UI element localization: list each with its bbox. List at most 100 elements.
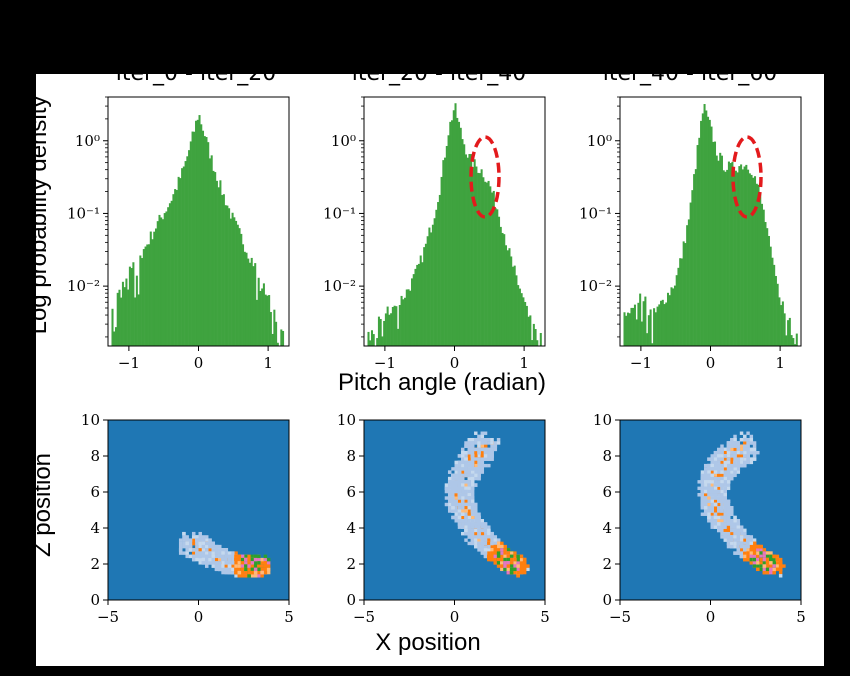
heatmap-cell [697, 480, 701, 484]
heatmap-cell [195, 535, 199, 539]
heatmap-cell [717, 470, 721, 474]
heatmap-cell [733, 528, 737, 533]
heatmap-cell [464, 512, 468, 516]
histogram-bar [414, 268, 417, 346]
heatmap-cell [500, 551, 504, 555]
heatmap-cell [457, 460, 462, 465]
heatmap-cell [237, 570, 242, 575]
heatmap-cell [516, 570, 520, 575]
heatmap-cell [234, 564, 238, 568]
histogram-bar [224, 205, 227, 346]
y-label-bottom: Z position [29, 453, 56, 557]
x-tick-label: −5 [97, 608, 119, 626]
heatmap-cell [496, 557, 501, 562]
heatmap-cell [218, 567, 222, 572]
heatmap-cell [500, 554, 504, 559]
heatmap-cell [707, 476, 711, 481]
histogram-bar [222, 194, 225, 346]
heatmap-cell [723, 502, 727, 507]
heatmap-cell [260, 557, 264, 562]
heatmap-cell [720, 512, 724, 516]
heatmap-cell [720, 486, 724, 491]
heatmap-cell [707, 489, 711, 494]
heatmap-cell [490, 454, 494, 458]
heatmap-cell [493, 447, 498, 452]
heatmap-cell [470, 483, 475, 487]
heatmap-cell [746, 551, 750, 555]
heatmap-cell [214, 561, 219, 565]
heatmap-cell [224, 570, 229, 575]
heatmap-cell [451, 480, 455, 484]
heatmap-cell [467, 506, 471, 510]
heatmap-cell [726, 457, 731, 461]
heatmap-cell [487, 450, 491, 455]
heatmap-cell [178, 548, 183, 552]
heatmap-cell [707, 493, 711, 497]
heatmap-cell [483, 535, 488, 539]
histogram-bar [632, 307, 635, 346]
histogram-bar [628, 313, 631, 346]
heatmap-cell [480, 470, 485, 474]
heatmap-cell [464, 528, 468, 533]
heatmap-cell [493, 535, 498, 539]
histogram-bar [459, 127, 462, 346]
heatmap-cell [513, 570, 517, 575]
y-tick-label: 10⁻² [323, 277, 356, 295]
heatmap-cell [730, 460, 734, 465]
y-tick-label: 2 [346, 555, 356, 573]
heatmap-cell [451, 467, 455, 471]
heatmap-cell [464, 460, 468, 465]
heatmap-cell [730, 509, 734, 513]
histogram-bar [494, 208, 497, 346]
heatmap-cell [513, 551, 517, 555]
histogram-bar [759, 192, 762, 346]
histogram-bar [195, 120, 198, 346]
heatmap-cell [723, 460, 727, 465]
heatmap-cell [205, 554, 209, 559]
heatmap-cell [713, 457, 718, 461]
histogram-bar [524, 301, 527, 346]
histogram-bar [713, 141, 717, 346]
y-tick-label: 4 [346, 519, 356, 537]
histogram-bar [729, 163, 732, 346]
y-tick-label: 8 [346, 447, 356, 465]
heatmap-cell [227, 570, 232, 575]
heatmap-cell [477, 531, 481, 536]
heatmap-cell [710, 460, 714, 465]
heatmap-cell [746, 554, 750, 559]
heatmap-cell [467, 486, 471, 491]
heatmap-cell [483, 444, 488, 448]
heatmap-cell [730, 467, 734, 471]
histogram-bar [135, 275, 138, 346]
histogram-bar [142, 249, 145, 346]
heatmap-cell [720, 506, 724, 510]
heatmap-cell [477, 512, 481, 516]
heatmap-cell [483, 441, 488, 445]
heatmap-cell [733, 531, 737, 536]
heatmap-cell [470, 480, 475, 484]
heatmap-cell [208, 561, 212, 565]
heatmap-cell [480, 444, 485, 448]
histogram-bar [743, 166, 746, 346]
histogram-bars [111, 115, 285, 347]
heatmap-cell [733, 457, 737, 461]
heatmap-cell [717, 457, 721, 461]
heatmap-cell [720, 493, 724, 497]
heatmap-cell [205, 557, 209, 562]
heatmap-cell [240, 554, 245, 559]
histogram-bar [203, 136, 206, 346]
heatmap-cell [720, 483, 724, 487]
heatmap-cell [454, 463, 458, 468]
histogram-bar [179, 178, 182, 346]
heatmap-cell [703, 467, 708, 471]
histogram-bar [269, 312, 272, 346]
heatmap-cell [720, 525, 724, 529]
heatmap-cell [231, 567, 235, 572]
heatmap-cell [730, 519, 734, 523]
histogram-bar [785, 335, 788, 346]
heatmap-cell [198, 557, 202, 562]
heatmap-cell [743, 434, 747, 439]
heatmap-cell [474, 473, 478, 478]
histogram-bar [233, 217, 236, 346]
heatmap-cell [730, 470, 734, 474]
